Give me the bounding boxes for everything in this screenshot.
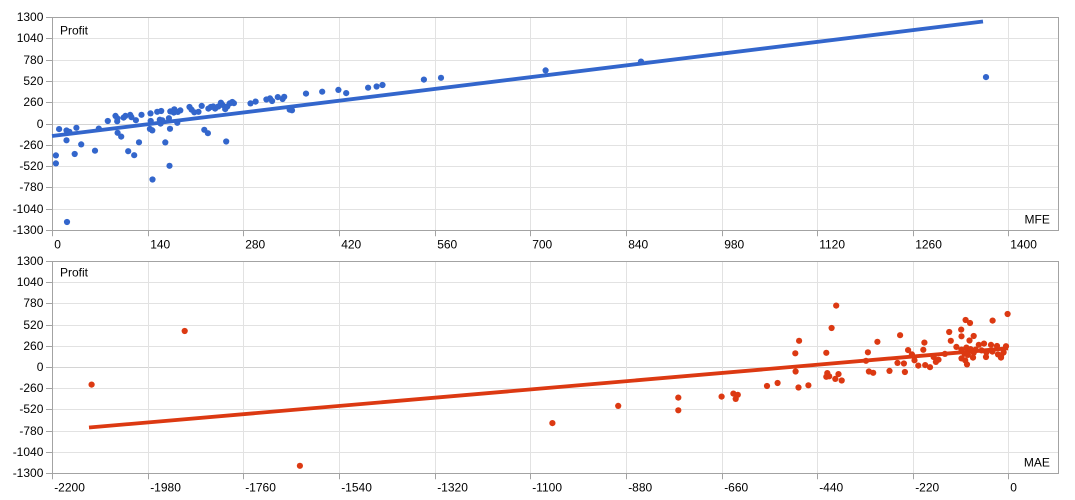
svg-text:1040: 1040 [17, 275, 44, 289]
svg-text:0: 0 [54, 238, 61, 252]
svg-text:MFE: MFE [1025, 213, 1050, 227]
svg-text:420: 420 [341, 238, 361, 252]
svg-text:1120: 1120 [819, 238, 845, 252]
svg-text:980: 980 [724, 238, 744, 252]
svg-text:-220: -220 [915, 481, 939, 495]
svg-text:-880: -880 [628, 481, 652, 495]
svg-text:260: 260 [23, 95, 43, 109]
svg-text:780: 780 [23, 296, 43, 310]
svg-text:-2200: -2200 [54, 481, 85, 495]
svg-text:1300: 1300 [17, 10, 44, 24]
svg-text:-260: -260 [19, 138, 43, 152]
svg-text:-1320: -1320 [437, 481, 468, 495]
svg-text:-1300: -1300 [13, 223, 44, 237]
svg-text:-1040: -1040 [13, 202, 44, 216]
svg-text:260: 260 [23, 339, 43, 353]
svg-text:-520: -520 [19, 159, 43, 173]
svg-text:1300: 1300 [17, 254, 44, 268]
svg-text:-1980: -1980 [150, 481, 181, 495]
svg-text:MAE: MAE [1024, 455, 1050, 469]
svg-text:1400: 1400 [1010, 238, 1037, 252]
svg-text:280: 280 [245, 238, 265, 252]
svg-text:Profit: Profit [60, 266, 89, 280]
svg-text:-1540: -1540 [341, 481, 372, 495]
svg-text:-520: -520 [19, 402, 43, 416]
svg-text:840: 840 [628, 238, 648, 252]
svg-text:-660: -660 [724, 481, 748, 495]
svg-text:-1040: -1040 [13, 445, 44, 459]
svg-text:700: 700 [532, 238, 552, 252]
svg-text:560: 560 [437, 238, 457, 252]
svg-text:-780: -780 [19, 424, 43, 438]
svg-text:Profit: Profit [60, 23, 89, 37]
svg-text:-1100: -1100 [532, 481, 562, 495]
svg-text:780: 780 [23, 53, 43, 67]
svg-text:1040: 1040 [17, 31, 44, 45]
svg-text:1260: 1260 [915, 238, 942, 252]
svg-text:0: 0 [37, 360, 44, 374]
svg-text:-440: -440 [819, 481, 843, 495]
svg-text:-260: -260 [19, 381, 43, 395]
svg-text:140: 140 [150, 238, 170, 252]
svg-text:520: 520 [23, 318, 43, 332]
svg-text:0: 0 [1010, 481, 1017, 495]
svg-text:-1300: -1300 [13, 466, 44, 480]
svg-text:520: 520 [23, 74, 43, 88]
svg-text:-780: -780 [19, 180, 43, 194]
svg-text:0: 0 [37, 117, 44, 131]
svg-text:-1760: -1760 [245, 481, 276, 495]
